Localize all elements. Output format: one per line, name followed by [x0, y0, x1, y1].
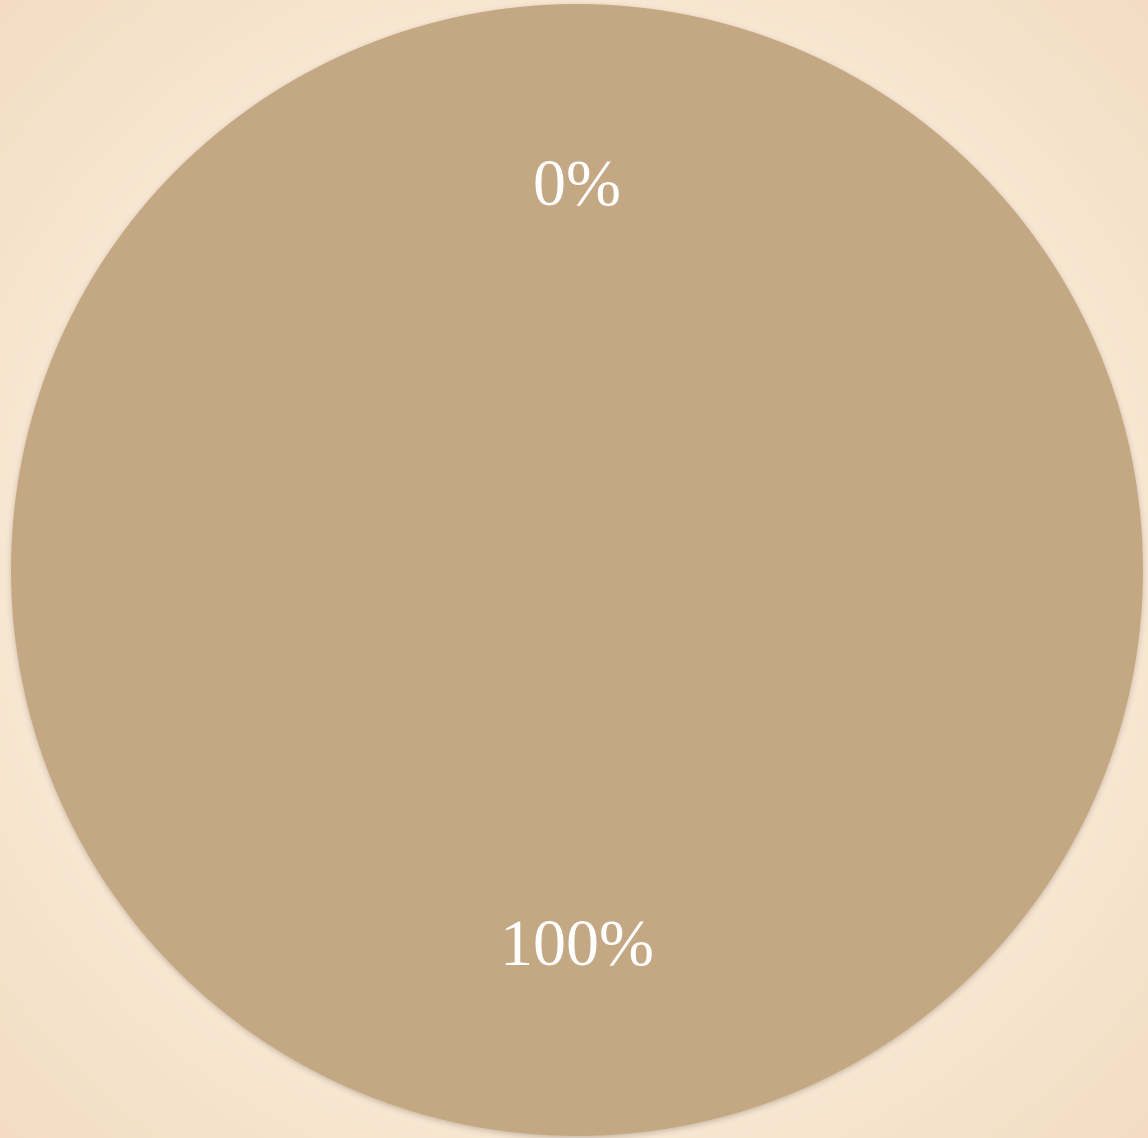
labels: 0% 100%	[500, 147, 654, 980]
data-label: 0%	[533, 147, 621, 220]
pie-slice	[11, 4, 1143, 1136]
pie	[11, 4, 1143, 1136]
data-label: 100%	[500, 907, 654, 980]
